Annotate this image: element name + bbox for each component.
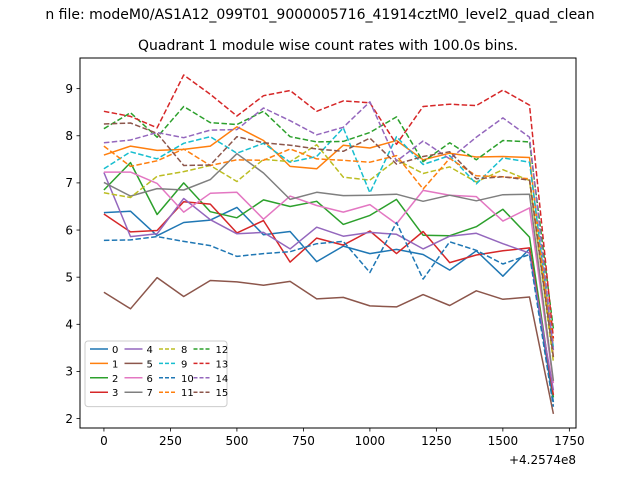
x-tick-label: 750	[292, 434, 315, 448]
y-tick-label: 6	[65, 223, 73, 237]
series-line-12	[103, 105, 555, 330]
x-tick-label: 1750	[554, 434, 585, 448]
legend-label: 7	[147, 388, 153, 399]
series-line-5	[103, 276, 555, 415]
series-line-6	[103, 171, 555, 384]
series-line-4	[103, 172, 555, 391]
legend-item-5[interactable]: 5	[124, 359, 153, 370]
legend-item-0[interactable]: 0	[90, 345, 118, 356]
legend-item-8[interactable]: 8	[159, 345, 187, 356]
figure-suptitle: n file: modeM0/AS1A12_099T01_9000005716_…	[45, 7, 594, 23]
series-line-15	[103, 122, 555, 358]
legend-label: 15	[216, 388, 229, 399]
x-axis-offset-label: +4.2574e8	[509, 453, 576, 467]
legend-item-6[interactable]: 6	[124, 374, 153, 385]
legend-label: 11	[181, 388, 194, 399]
plot-area	[103, 74, 555, 415]
x-tick-label: 0	[100, 434, 108, 448]
legend-label: 3	[112, 388, 118, 399]
y-tick-label: 5	[65, 270, 73, 284]
x-tick-label: 500	[225, 434, 248, 448]
legend-item-2[interactable]: 2	[90, 374, 118, 385]
legend-label: 13	[216, 359, 229, 370]
legend-item-1[interactable]: 1	[90, 359, 118, 370]
legend-item-10[interactable]: 10	[159, 374, 194, 385]
legend-item-7[interactable]: 7	[124, 388, 153, 399]
legend-label: 14	[216, 374, 229, 385]
x-tick-label: 1500	[488, 434, 519, 448]
y-tick-label: 4	[65, 318, 73, 332]
legend-label: 9	[181, 359, 187, 370]
y-tick-label: 2	[65, 412, 73, 426]
legend-label: 6	[147, 374, 153, 385]
axes-frame	[79, 57, 577, 429]
legend-item-12[interactable]: 12	[193, 345, 229, 356]
y-tick-label: 9	[65, 82, 73, 96]
y-tick-label: 3	[65, 365, 73, 379]
legend-item-15[interactable]: 15	[193, 388, 229, 399]
legend-label: 8	[181, 345, 187, 356]
legend-label: 10	[181, 374, 194, 385]
legend-box	[84, 340, 228, 408]
legend-label: 4	[147, 345, 153, 356]
legend-item-3[interactable]: 3	[90, 388, 118, 399]
series-line-13	[103, 74, 555, 339]
series-line-11	[103, 145, 555, 344]
legend-item-4[interactable]: 4	[124, 345, 153, 356]
legend-label: 2	[112, 374, 118, 385]
x-tick-label: 250	[159, 434, 182, 448]
legend-label: 12	[216, 345, 229, 356]
chart-title: Quadrant 1 module wise count rates with …	[138, 38, 518, 54]
legend-label: 1	[112, 359, 118, 370]
series-line-2	[103, 161, 555, 398]
legend-label: 5	[147, 359, 153, 370]
series-line-10	[103, 221, 555, 407]
x-tick-label: 1000	[355, 434, 386, 448]
legend-item-13[interactable]: 13	[193, 359, 229, 370]
legend-label: 0	[112, 345, 118, 356]
legend-item-14[interactable]: 14	[193, 374, 229, 385]
y-tick-label: 7	[65, 176, 73, 190]
x-tick-label: 1250	[421, 434, 452, 448]
legend-item-11[interactable]: 11	[159, 388, 194, 399]
series-line-8	[103, 143, 555, 363]
y-tick-label: 8	[65, 129, 73, 143]
series-line-7	[103, 152, 555, 381]
legend-item-9[interactable]: 9	[159, 359, 187, 370]
